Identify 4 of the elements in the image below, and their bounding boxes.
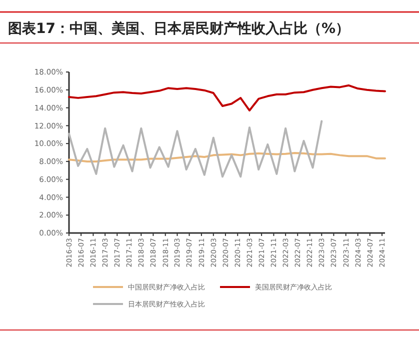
line-series <box>68 152 386 162</box>
line-series <box>68 120 323 178</box>
chart-title: 图表17：中国、美国、日本居民财产性收入占比（%） <box>8 20 350 37</box>
line-series <box>68 84 386 112</box>
